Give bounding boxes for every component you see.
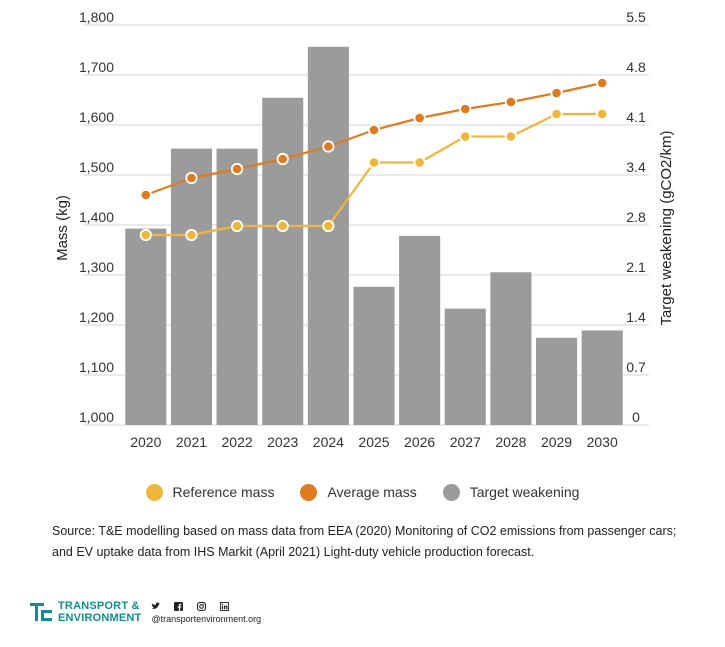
- left-tick-label: 1,200: [79, 309, 114, 325]
- point-reference-mass-2023: [276, 219, 289, 233]
- source-note: Source: T&E modelling based on mass data…: [52, 521, 682, 563]
- legend-item-target-weakening: Target weakening: [442, 483, 580, 501]
- bar-target-weakening-2028: [490, 272, 532, 425]
- instagram-icon[interactable]: [197, 601, 207, 611]
- point-average-mass-2022: [230, 162, 244, 176]
- x-tick-label-2023: 2023: [267, 434, 298, 450]
- point-average-mass-2024: [322, 140, 335, 153]
- point-average-mass-2030: [596, 76, 609, 90]
- te-logo-text: TRANSPORT & ENVIRONMENT: [58, 600, 141, 624]
- point-average-mass-2029: [550, 86, 563, 100]
- point-average-mass-2028: [504, 95, 518, 109]
- social-handle[interactable]: @transportenvironment.org: [151, 614, 262, 624]
- bar-target-weakening-2030: [581, 330, 623, 425]
- point-average-mass-2023: [276, 152, 289, 166]
- point-average-mass-2026: [413, 111, 426, 125]
- bar-target-weakening-2023: [262, 97, 304, 426]
- legend-swatch-reference-mass: [145, 483, 163, 501]
- point-reference-mass-2022: [230, 219, 244, 233]
- bar-target-weakening-2020: [125, 228, 167, 425]
- legend-label-reference-mass: Reference mass: [172, 484, 275, 500]
- point-average-mass-2021: [185, 171, 198, 185]
- left-axis-title: Mass (kg): [54, 195, 71, 261]
- source-line-2: and EV uptake data from IHS Markit (Apri…: [52, 545, 535, 559]
- point-average-mass-2020: [139, 188, 152, 202]
- bar-target-weakening-2021: [170, 148, 212, 426]
- bar-target-weakening-2022: [216, 148, 258, 426]
- right-tick-label: 4.8: [626, 59, 646, 75]
- right-tick-label: 5.5: [626, 9, 646, 25]
- legend: Reference mass Average mass Target weake…: [0, 480, 725, 504]
- point-average-mass-2027: [459, 102, 472, 116]
- point-reference-mass-2026: [413, 156, 426, 169]
- right-tick-label: 1.4: [626, 309, 646, 325]
- legend-label-average-mass: Average mass: [327, 484, 417, 500]
- x-tick-label-2027: 2027: [450, 434, 481, 450]
- x-tick-label-2022: 2022: [222, 434, 253, 450]
- line-average-mass: [145, 81, 603, 197]
- te-logo-icon: [30, 603, 52, 621]
- bar-target-weakening-2029: [536, 337, 578, 425]
- social-links: @transportenvironment.org: [151, 600, 261, 624]
- bar-target-weakening-2026: [399, 235, 441, 425]
- legend-item-average-mass: Average mass: [300, 483, 417, 501]
- bar-target-weakening-2025: [353, 286, 395, 425]
- right-tick-label: 2.8: [626, 209, 646, 225]
- legend-item-reference-mass: Reference mass: [145, 483, 275, 501]
- facebook-icon[interactable]: [174, 601, 184, 611]
- point-reference-mass-2020: [139, 228, 152, 242]
- twitter-icon[interactable]: [151, 602, 161, 611]
- bar-target-weakening-2024: [307, 46, 349, 426]
- left-tick-label: 1,300: [79, 259, 114, 275]
- bar-target-weakening-2027: [444, 308, 486, 425]
- linkedin-icon[interactable]: [220, 601, 230, 611]
- left-tick-label: 1,000: [79, 409, 114, 425]
- x-tick-label-2028: 2028: [495, 434, 526, 450]
- right-tick-label: 0: [632, 409, 640, 425]
- x-tick-label-2030: 2030: [587, 434, 618, 450]
- legend-swatch-average-mass: [300, 483, 318, 501]
- right-tick-label: 2.1: [626, 259, 646, 275]
- left-tick-label: 1,800: [79, 9, 114, 25]
- legend-swatch-target-weakening: [442, 483, 460, 501]
- right-axis-title: Target weakening (gCO2/km): [658, 130, 675, 325]
- right-tick-label: 3.4: [626, 159, 646, 175]
- x-tick-label-2021: 2021: [176, 434, 207, 450]
- legend-label-target-weakening: Target weakening: [469, 484, 580, 500]
- point-reference-mass-2021: [185, 228, 198, 242]
- right-tick-label: 4.1: [626, 109, 646, 125]
- left-tick-label: 1,700: [79, 59, 114, 75]
- point-reference-mass-2024: [322, 219, 335, 233]
- left-tick-label: 1,600: [79, 109, 114, 125]
- point-reference-mass-2029: [550, 107, 563, 121]
- chart: 1,000 1,100 1,200 1,300 1,400 1,500 1,600 1,700…: [54, 9, 675, 450]
- point-average-mass-2025: [367, 123, 381, 137]
- x-tick-label-2020: 2020: [130, 434, 161, 450]
- point-reference-mass-2028: [504, 130, 518, 143]
- x-tick-label-2029: 2029: [541, 434, 572, 450]
- left-tick-label: 1,500: [79, 159, 114, 175]
- source-line-1: Source: T&E modelling based on mass data…: [52, 524, 677, 538]
- te-logo: TRANSPORT & ENVIRONMENT @transportenviro…: [30, 600, 261, 624]
- point-reference-mass-2025: [367, 156, 381, 169]
- x-tick-label-2026: 2026: [404, 434, 435, 450]
- x-tick-label-2025: 2025: [358, 434, 389, 450]
- left-tick-label: 1,100: [79, 359, 114, 375]
- point-reference-mass-2027: [459, 130, 472, 143]
- x-tick-label-2024: 2024: [313, 434, 344, 450]
- logo-line-1: TRANSPORT &: [58, 600, 140, 612]
- logo-line-2: ENVIRONMENT: [58, 612, 142, 624]
- right-tick-label: 0.7: [626, 359, 646, 375]
- left-tick-label: 1,400: [79, 209, 114, 225]
- point-reference-mass-2030: [596, 107, 609, 121]
